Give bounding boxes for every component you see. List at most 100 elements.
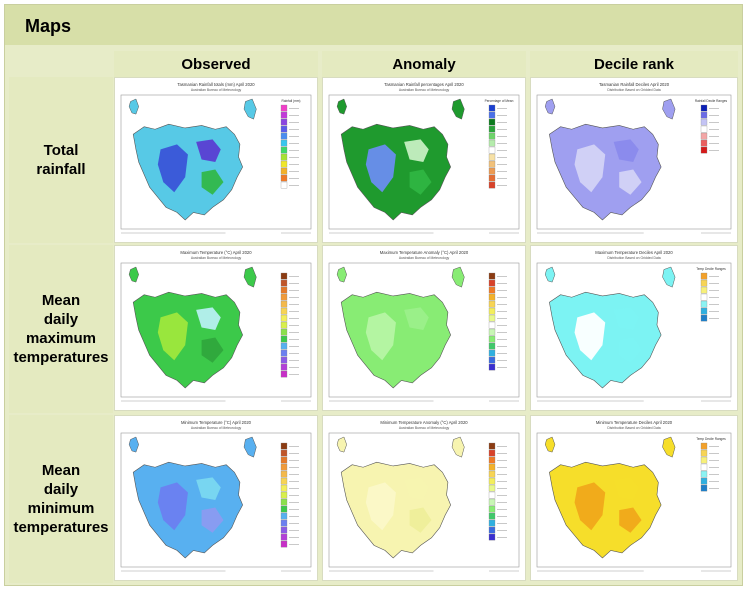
tmin-decile-map: Minimum Temperature Deciles April 2020 Di… xyxy=(530,415,738,581)
legend-swatch xyxy=(280,519,288,527)
map-caption: Minimum Temperature Deciles April 2020 xyxy=(596,420,673,425)
legend-swatch xyxy=(488,111,496,119)
legend-swatch xyxy=(488,279,496,287)
legend-swatch xyxy=(280,512,288,520)
legend-swatch xyxy=(280,328,288,336)
tasmania-map xyxy=(545,437,675,558)
legend-swatch xyxy=(488,335,496,343)
legend-swatch xyxy=(700,307,708,315)
map-subcaption: Australian Bureau of Meteorology xyxy=(191,88,242,92)
legend-swatch xyxy=(280,335,288,343)
legend-swatch xyxy=(280,370,288,378)
legend-swatch xyxy=(280,356,288,364)
legend-swatch xyxy=(280,132,288,140)
column-header-decile-rank: Decile rank xyxy=(530,51,738,77)
legend-swatch xyxy=(488,491,496,499)
legend-swatch xyxy=(488,477,496,485)
legend-swatch xyxy=(488,146,496,154)
legend-swatch xyxy=(280,463,288,471)
legend-swatch xyxy=(488,300,496,308)
legend-swatch xyxy=(700,314,708,322)
legend-swatch xyxy=(488,132,496,140)
legend-swatch xyxy=(280,449,288,457)
legend-swatch xyxy=(488,328,496,336)
legend-swatch xyxy=(280,279,288,287)
legend-swatch xyxy=(488,442,496,450)
map-legend: Temp Decile Ranges xyxy=(696,267,726,322)
map-legend: Temp Decile Ranges xyxy=(696,437,726,492)
legend-swatch xyxy=(280,174,288,182)
legend-swatch xyxy=(280,363,288,371)
legend-swatch xyxy=(280,272,288,280)
legend-swatch xyxy=(280,286,288,294)
tmax-anomaly-map: Maximum Temperature Anomaly (°C) April 2… xyxy=(322,245,526,411)
legend-swatch xyxy=(488,463,496,471)
legend-swatch xyxy=(280,181,288,189)
legend-swatch xyxy=(488,533,496,541)
legend-swatch xyxy=(700,442,708,450)
tasmania-map xyxy=(129,267,256,388)
map-subcaption: Australian Bureau of Meteorology xyxy=(399,426,450,430)
map-legend xyxy=(280,272,299,378)
legend-swatch xyxy=(488,456,496,464)
legend-swatch xyxy=(488,293,496,301)
legend-swatch xyxy=(700,293,708,301)
legend-swatch xyxy=(700,449,708,457)
legend-swatch xyxy=(280,484,288,492)
map-subcaption: Australian Bureau of Meteorology xyxy=(399,88,450,92)
row-header-total-rainfall: Total rainfall xyxy=(9,77,113,243)
legend-swatch xyxy=(700,470,708,478)
legend-swatch xyxy=(488,484,496,492)
legend-swatch xyxy=(280,526,288,534)
legend-swatch xyxy=(488,321,496,329)
map-legend: Rainfall (mm) xyxy=(280,99,300,189)
legend-swatch xyxy=(280,321,288,329)
map-caption: Maximum Temperature (°C) April 2020 xyxy=(180,250,252,255)
legend-swatch xyxy=(280,146,288,154)
legend-swatch xyxy=(488,167,496,175)
legend-swatch xyxy=(488,153,496,161)
map-caption: Tasmanian Rainfall Deciles April 2020 xyxy=(599,82,670,87)
tasmania-map xyxy=(129,437,256,558)
legend-swatch xyxy=(488,174,496,182)
legend-swatch xyxy=(488,505,496,513)
row-header-mean-daily-max: Mean daily maximum temperatures xyxy=(9,245,113,413)
legend-swatch xyxy=(488,181,496,189)
legend-swatch xyxy=(700,484,708,492)
legend-swatch xyxy=(280,498,288,506)
legend-swatch xyxy=(280,491,288,499)
legend-swatch xyxy=(488,314,496,322)
maps-panel: Maps Observed Anomaly Decile rank Total … xyxy=(4,4,743,586)
legend-swatch xyxy=(488,272,496,280)
legend-swatch xyxy=(280,307,288,315)
map-legend xyxy=(280,442,299,548)
map-legend xyxy=(488,272,507,371)
legend-swatch xyxy=(700,118,708,126)
map-caption: Maximum Temperature Deciles April 2020 xyxy=(595,250,673,255)
legend-swatch xyxy=(280,111,288,119)
legend-swatch xyxy=(280,104,288,112)
legend-swatch xyxy=(700,146,708,154)
rainfall-decile-map: Tasmanian Rainfall Deciles April 2020 Dis… xyxy=(530,77,738,243)
map-subcaption: Australian Bureau of Meteorology xyxy=(399,256,450,260)
map-subcaption: Distribution Based on Gridded Data xyxy=(607,88,660,92)
legend-swatch xyxy=(488,356,496,364)
legend-swatch xyxy=(488,526,496,534)
legend-swatch xyxy=(700,463,708,471)
tasmania-map xyxy=(545,267,675,388)
legend-swatch xyxy=(488,363,496,371)
column-header-anomaly: Anomaly xyxy=(322,51,526,77)
legend-swatch xyxy=(280,349,288,357)
row-header-mean-daily-min: Mean daily minimum temperatures xyxy=(9,415,113,583)
legend-swatch xyxy=(488,342,496,350)
column-header-observed: Observed xyxy=(114,51,318,77)
map-subcaption: Distribution Based on Gridded Data xyxy=(607,256,660,260)
map-caption: Maximum Temperature Anomaly (°C) April 2… xyxy=(380,250,469,255)
legend-swatch xyxy=(280,533,288,541)
legend-swatch xyxy=(280,442,288,450)
legend-swatch xyxy=(488,519,496,527)
rainfall-anomaly-map: Tasmanian Rainfall percentages April 202… xyxy=(322,77,526,243)
legend-swatch xyxy=(700,279,708,287)
tasmania-map xyxy=(337,99,464,220)
svg-text:Temp Decile Ranges: Temp Decile Ranges xyxy=(696,267,726,271)
